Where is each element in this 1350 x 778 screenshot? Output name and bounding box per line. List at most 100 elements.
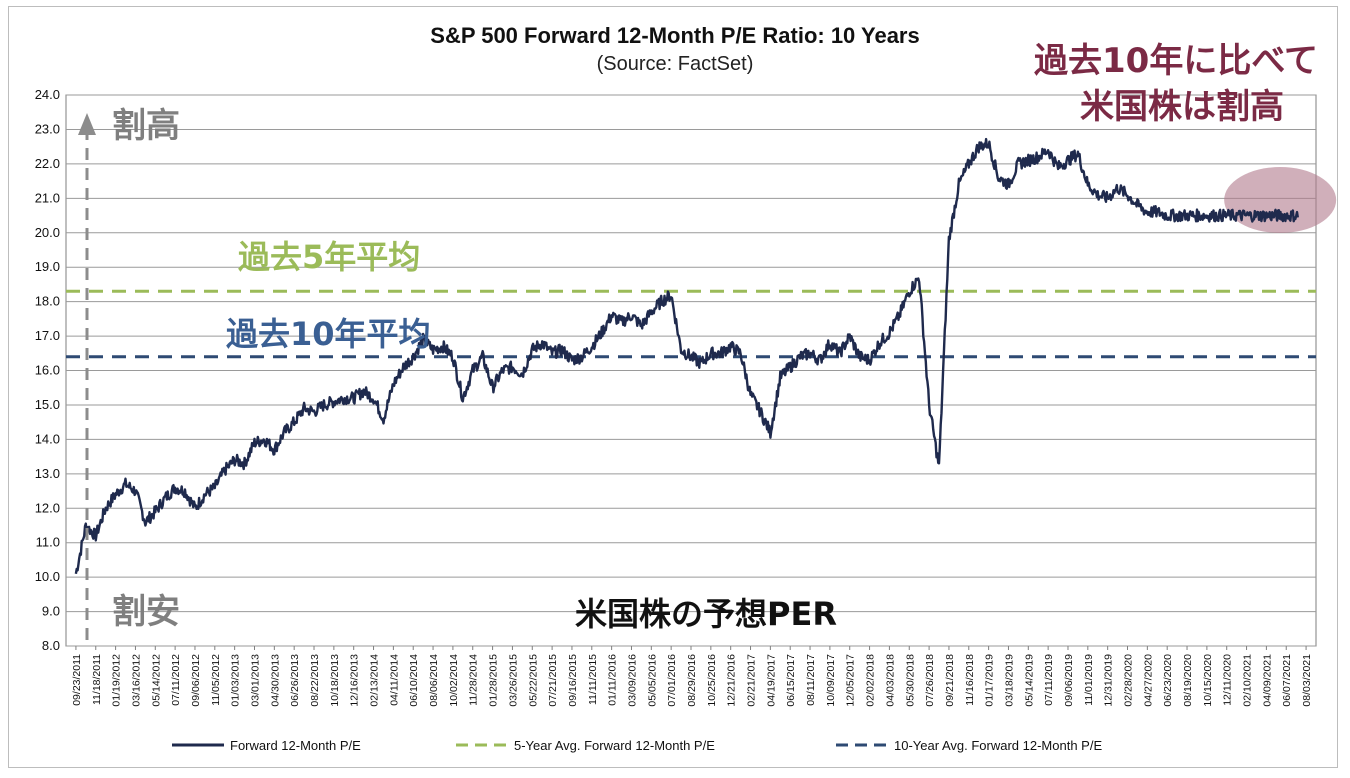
- x-tick-label: 06/10/2014: [408, 654, 420, 707]
- y-tick-label: 11.0: [36, 535, 60, 550]
- chart-frame: [8, 6, 1338, 768]
- x-tick-label: 03/16/2012: [130, 654, 142, 707]
- chart-title: S&P 500 Forward 12-Month P/E Ratio: 10 Y…: [430, 23, 919, 48]
- x-tick-label: 08/11/2017: [805, 654, 817, 706]
- x-tick-label: 01/28/2015: [488, 654, 500, 707]
- x-tick-label: 07/21/2015: [547, 654, 559, 707]
- x-tick-label: 04/09/2021: [1261, 654, 1273, 707]
- x-tick-label: 04/11/2014: [388, 654, 400, 706]
- x-tick-label: 10/09/2017: [825, 654, 837, 707]
- y-tick-label: 12.0: [35, 500, 60, 515]
- x-tick-label: 09/21/2018: [944, 654, 956, 707]
- x-tick-label: 08/03/2021: [1301, 654, 1313, 707]
- legend-label: Forward 12-Month P/E: [230, 738, 361, 753]
- x-tick-label: 04/03/2018: [884, 654, 896, 707]
- legend-label: 5-Year Avg. Forward 12-Month P/E: [514, 738, 715, 753]
- x-tick-label: 01/19/2012: [111, 654, 123, 707]
- x-tick-label: 08/29/2016: [686, 654, 698, 707]
- x-tick-label: 05/14/2019: [1023, 654, 1035, 707]
- highlight-ellipse: [1224, 167, 1337, 234]
- bottom-caption: 米国株の予想PER: [575, 595, 837, 633]
- x-tick-label: 02/02/2018: [865, 654, 877, 707]
- x-tick-label: 04/30/2013: [269, 654, 281, 707]
- recent-highlight: [1224, 167, 1337, 234]
- x-tick-label: 09/06/2019: [1063, 654, 1075, 707]
- forward-pe-line: [74, 137, 1299, 574]
- y-tick-label: 20.0: [35, 225, 60, 240]
- y-axis-ticks: 8.0 9.0 10.0 11.0 12.0 13.0 14.0 15.0 16.0 17.0 18…: [35, 87, 60, 653]
- y-tick-label: 22.0: [35, 156, 60, 171]
- x-tick-label: 01/03/2013: [230, 654, 242, 707]
- x-tick-label: 02/21/2017: [746, 654, 758, 707]
- legend-label: 10-Year Avg. Forward 12-Month P/E: [894, 738, 1102, 753]
- x-tick-label: 05/05/2016: [646, 654, 658, 707]
- x-tick-label: 07/26/2018: [924, 654, 936, 707]
- x-tick-label: 03/18/2019: [1003, 654, 1015, 707]
- x-tick-label: 04/27/2020: [1142, 654, 1154, 707]
- x-tick-label: 06/26/2013: [289, 654, 301, 707]
- x-tick-label: 12/11/2020: [1222, 654, 1234, 706]
- x-tick-label: 12/16/2013: [349, 654, 361, 707]
- x-tick-label: 12/31/2019: [1103, 654, 1115, 707]
- x-tick-label: 02/10/2021: [1242, 654, 1254, 707]
- x-tick-label: 06/15/2017: [785, 654, 797, 707]
- x-tick-label: 07/11/2012: [170, 654, 182, 706]
- x-tick-label: 05/14/2012: [150, 654, 162, 707]
- x-tick-label: 03/09/2016: [626, 654, 638, 707]
- y-tick-label: 18.0: [35, 294, 60, 309]
- x-tick-label: 06/07/2021: [1281, 654, 1293, 707]
- y-tick-label: 10.0: [35, 569, 60, 584]
- x-tick-label: 10/02/2014: [448, 654, 460, 707]
- x-tick-label: 01/17/2019: [984, 654, 996, 707]
- y-tick-label: 16.0: [35, 363, 60, 378]
- x-tick-label: 05/30/2018: [904, 654, 916, 707]
- y-tick-label: 13.0: [35, 466, 60, 481]
- x-tick-label: 10/15/2020: [1202, 654, 1214, 707]
- y-tick-label: 15.0: [35, 397, 60, 412]
- y-tick-label: 24.0: [35, 87, 60, 102]
- x-tick-label: 11/16/2018: [964, 654, 976, 706]
- x-tick-label: 11/18/2011: [91, 654, 103, 705]
- x-tick-label: 06/23/2020: [1162, 654, 1174, 707]
- y-tick-label: 21.0: [35, 190, 60, 205]
- x-tick-label: 08/06/2014: [428, 654, 440, 707]
- x-tick-label: 05/22/2015: [527, 654, 539, 707]
- valuation-arrow-head: [78, 113, 96, 135]
- y-tick-label: 23.0: [35, 121, 60, 136]
- ten-year-avg-label: 過去10年平均: [226, 315, 431, 353]
- five-year-avg-label: 過去5年平均: [238, 238, 420, 276]
- callout-line-2: 米国株は割高: [1080, 87, 1284, 127]
- undervalued-label: 割安: [112, 592, 180, 632]
- x-tick-label: 03/26/2015: [507, 654, 519, 707]
- x-tick-label: 09/16/2015: [567, 654, 579, 707]
- chart-subtitle: (Source: FactSet): [597, 53, 754, 75]
- x-tick-label: 09/23/2011: [71, 654, 83, 706]
- y-tick-label: 8.0: [42, 638, 60, 653]
- x-axis-ticks: 09/23/2011 11/18/2011 01/19/2012 03/16/2012…: [71, 646, 1313, 707]
- legend: Forward 12-Month P/E 5-Year Avg. Forward …: [172, 738, 1102, 753]
- x-tick-label: 07/01/2016: [666, 654, 678, 707]
- overvalued-label: 割高: [112, 106, 180, 146]
- x-tick-label: 11/11/2015: [587, 654, 599, 705]
- x-tick-label: 09/06/2012: [190, 654, 202, 707]
- y-tick-label: 14.0: [35, 431, 60, 446]
- x-tick-label: 11/28/2014: [468, 654, 480, 706]
- x-tick-label: 04/19/2017: [765, 654, 777, 707]
- x-tick-label: 08/19/2020: [1182, 654, 1194, 707]
- y-tick-label: 17.0: [35, 328, 60, 343]
- x-tick-label: 02/13/2014: [369, 654, 381, 707]
- callout-line-1: 過去10年に比べて: [1034, 41, 1318, 81]
- x-tick-label: 11/05/2012: [210, 654, 222, 706]
- x-tick-label: 01/11/2016: [607, 654, 619, 706]
- x-tick-label: 03/01/2013: [249, 654, 261, 707]
- x-tick-label: 12/05/2017: [845, 654, 857, 707]
- y-tick-label: 19.0: [35, 259, 60, 274]
- x-tick-label: 12/21/2016: [726, 654, 738, 707]
- y-tick-label: 9.0: [42, 604, 60, 619]
- x-tick-label: 07/11/2019: [1043, 654, 1055, 706]
- x-tick-label: 08/22/2013: [309, 654, 321, 707]
- x-tick-label: 10/18/2013: [329, 654, 341, 707]
- x-tick-label: 11/01/2019: [1083, 654, 1095, 706]
- series-lines: [74, 137, 1299, 574]
